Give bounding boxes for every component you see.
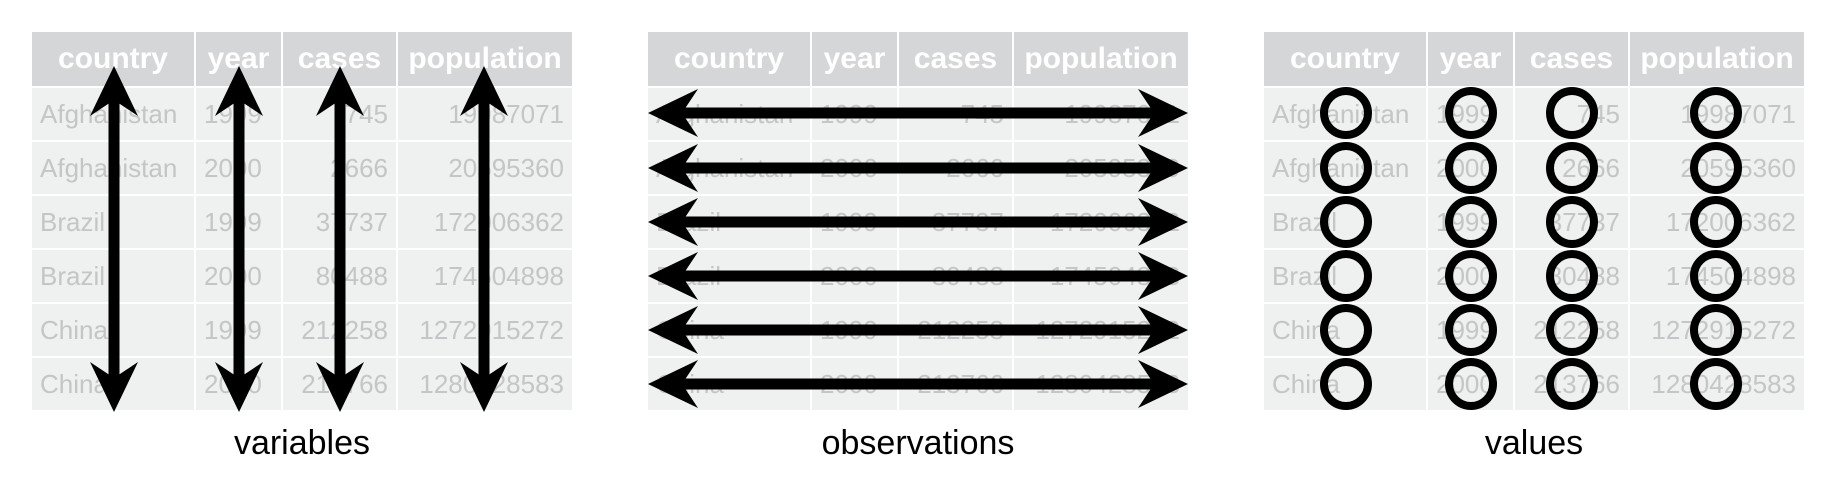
value-circle [1445, 358, 1497, 410]
arrow-head [1138, 144, 1188, 192]
table-cell: 1280428583 [1651, 368, 1796, 399]
table-cell: 20595360 [448, 152, 564, 183]
arrow-head [460, 362, 508, 412]
arrow-head [648, 306, 698, 354]
value-circle [1320, 358, 1372, 410]
value-circle [1320, 304, 1372, 356]
table-cell: 37737 [283, 196, 398, 248]
table-cell: 80488 [283, 250, 398, 302]
value-circle [1445, 87, 1497, 139]
table-cell: 174504898 [433, 260, 564, 291]
value-circles [1320, 87, 1742, 410]
header-cell-population: population [1024, 42, 1178, 75]
panel-values: country year cases population Afghanistan 199… [1264, 0, 1804, 496]
table-cell: Brazil [32, 196, 196, 248]
table-cell: 1999 [196, 196, 283, 248]
value-circle [1546, 87, 1598, 139]
caption-variables: variables [233, 424, 371, 462]
value-circle [1546, 304, 1598, 356]
arrow-head [90, 362, 138, 412]
table-header: country year cases population [1264, 32, 1804, 86]
value-circle [1320, 196, 1372, 248]
table-cell: China [32, 304, 196, 356]
arrow-head [215, 362, 263, 412]
value-circle [1690, 250, 1742, 302]
arrow-head [1138, 360, 1188, 408]
panel-variables: countryyearcasespopulationAfghanistan199… [32, 0, 572, 496]
header-cell-country: country [1264, 32, 1428, 86]
value-circle [1690, 304, 1742, 356]
table-header: country year cases population [648, 32, 1188, 86]
arrow-head [90, 66, 138, 116]
arrow-head [648, 252, 698, 300]
panel-observations: countryyearcasespopulationAfghanistan199… [648, 0, 1188, 496]
arrow-head [316, 66, 364, 116]
arrow-head [1138, 306, 1188, 354]
variable-arrows [90, 66, 508, 412]
arrow-head [648, 360, 698, 408]
arrow-head [1138, 198, 1188, 246]
table-cell: 172006362 [433, 206, 564, 237]
value-circle [1320, 142, 1372, 194]
value-circle [1445, 250, 1497, 302]
header-cell-population: population [1640, 42, 1794, 75]
table-cell: 2000 [196, 142, 283, 194]
header-cell-year: year [1428, 32, 1515, 86]
arrow-head [316, 362, 364, 412]
value-circle [1320, 87, 1372, 139]
arrow-head [648, 89, 698, 137]
arrow-head [1138, 252, 1188, 300]
table-cell: 1999 [196, 304, 283, 356]
table-cell: 1272915272 [1651, 314, 1796, 345]
value-circle [1690, 358, 1742, 410]
value-circle [1546, 250, 1598, 302]
table-cell: Afghanistan [1264, 88, 1428, 140]
value-circle [1445, 142, 1497, 194]
arrow-head [648, 144, 698, 192]
table-cell: 2000 [196, 250, 283, 302]
arrow-head [215, 66, 263, 116]
arrow-head [1138, 89, 1188, 137]
caption-observations: observations [821, 424, 1015, 462]
value-circle [1320, 250, 1372, 302]
header-cell-cases: cases [899, 32, 1014, 86]
arrow-head [648, 198, 698, 246]
header-cell-country: country [648, 32, 812, 86]
value-circle [1445, 196, 1497, 248]
table-cell: 37737 [1515, 196, 1630, 248]
value-circle [1445, 304, 1497, 356]
value-circle [1690, 142, 1742, 194]
value-circle [1690, 196, 1742, 248]
table-cell: 1272915272 [419, 314, 564, 345]
value-circle [1546, 142, 1598, 194]
value-circle [1546, 358, 1598, 410]
arrow-head [460, 66, 508, 116]
header-cell-cases: cases [1515, 32, 1630, 86]
table-cell: Brazil [32, 250, 196, 302]
table-cell: 80488 [1515, 250, 1630, 302]
header-cell-year: year [812, 32, 899, 86]
table-cell: Afghanistan [1264, 142, 1428, 194]
caption-values: values [1484, 424, 1584, 462]
value-circle [1546, 196, 1598, 248]
observation-arrows [648, 89, 1188, 408]
value-circle [1690, 87, 1742, 139]
table-cell: 745 [1515, 88, 1630, 140]
